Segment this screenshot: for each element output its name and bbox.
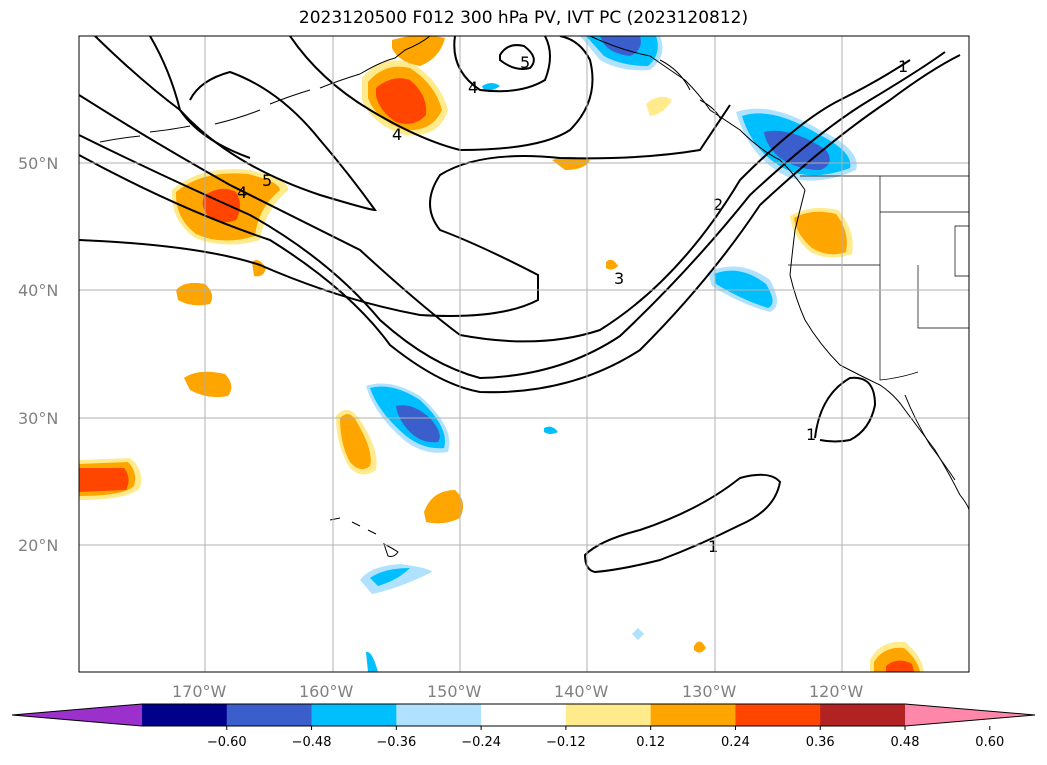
pv-positive-blob bbox=[176, 282, 213, 306]
pv-positive-blob bbox=[340, 414, 371, 470]
longitude-labels: 170°W 160°W 150°W 140°W 130°W 120°W bbox=[172, 682, 864, 701]
colorbar-tick-label: 0.36 bbox=[806, 735, 835, 750]
coastlines bbox=[99, 36, 969, 557]
state-borders bbox=[788, 175, 969, 381]
contour-label: 2 bbox=[713, 195, 723, 214]
pv-positive-blob bbox=[424, 490, 464, 524]
lon-label: 130°W bbox=[682, 682, 737, 701]
pv-negative-blob bbox=[366, 651, 378, 672]
lat-label: 30°N bbox=[18, 409, 58, 428]
pv-positive-blob bbox=[392, 36, 445, 66]
lon-label: 140°W bbox=[554, 682, 609, 701]
colorbar-ticks: −0.60 −0.48 −0.36 −0.24 −0.12 0.12 0.24 0.36 0.4… bbox=[207, 726, 1004, 750]
colorbar-tick-label: 0.12 bbox=[636, 735, 665, 750]
contour-label: 1 bbox=[898, 57, 908, 76]
pv-negative-blob bbox=[632, 628, 644, 640]
colorbar-tick-label: −0.36 bbox=[376, 735, 416, 750]
colorbar-tick-label: −0.24 bbox=[461, 735, 501, 750]
lon-label: 170°W bbox=[172, 682, 227, 701]
pv-negative-blob bbox=[396, 405, 440, 443]
pv-positive-blob bbox=[794, 211, 847, 255]
colorbar-tick-label: 0.24 bbox=[721, 735, 750, 750]
map-title: 2023120500 F012 300 hPa PV, IVT PC (2023… bbox=[298, 8, 749, 28]
colorbar-extend-high bbox=[905, 704, 1035, 726]
lat-label: 40°N bbox=[18, 281, 58, 300]
lon-label: 120°W bbox=[809, 682, 864, 701]
contour-label: 3 bbox=[614, 269, 624, 288]
colorbar-tick-label: −0.60 bbox=[207, 735, 247, 750]
colorbar-segment bbox=[396, 704, 482, 726]
pv-positive-blob bbox=[376, 78, 427, 124]
lon-label: 160°W bbox=[299, 682, 354, 701]
pv-positive-blob bbox=[886, 660, 914, 672]
colorbar bbox=[11, 703, 1036, 727]
contour-label: 5 bbox=[520, 53, 530, 72]
contour-label: 4 bbox=[468, 78, 478, 97]
colorbar-tick-label: 0.60 bbox=[975, 735, 1004, 750]
colorbar-segment bbox=[481, 704, 567, 726]
pv-positive-blob bbox=[646, 96, 672, 116]
colorbar-segment bbox=[311, 704, 397, 726]
pv-positive-blob bbox=[694, 641, 706, 653]
pv-positive-blob bbox=[184, 371, 232, 398]
plot-frame bbox=[78, 35, 970, 673]
contour-label: 4 bbox=[237, 183, 247, 202]
lat-label: 20°N bbox=[18, 536, 58, 555]
plot-area bbox=[79, 36, 969, 672]
colorbar-segment bbox=[142, 704, 228, 726]
colorbar-segment bbox=[226, 704, 313, 726]
lon-label: 150°W bbox=[427, 682, 482, 701]
colorbar-segment bbox=[735, 704, 821, 726]
contour-label: 5 bbox=[262, 171, 272, 190]
pv-negative-blob bbox=[482, 83, 500, 91]
pv-negative-blob bbox=[544, 426, 558, 434]
colorbar-extend-low bbox=[12, 704, 142, 726]
contour-label: 4 bbox=[392, 125, 402, 144]
pv-negative-blob bbox=[764, 130, 830, 170]
colorbar-segment bbox=[820, 704, 906, 726]
colorbar-tick-label: −0.48 bbox=[292, 735, 332, 750]
gridlines bbox=[79, 36, 969, 672]
colorbar-segment bbox=[565, 704, 652, 726]
lat-label: 50°N bbox=[18, 154, 58, 173]
contour-label: 1 bbox=[708, 537, 718, 556]
ivt-contours bbox=[79, 36, 961, 574]
pv-positive-blob bbox=[79, 468, 129, 492]
pv-negative-blob bbox=[714, 270, 773, 308]
latitude-labels: 50°N 40°N 30°N 20°N bbox=[18, 154, 58, 555]
contour-labels: 5 4 4 4 5 3 2 1 1 1 bbox=[237, 53, 908, 556]
colorbar-segment bbox=[650, 704, 736, 726]
contour-label: 1 bbox=[806, 425, 816, 444]
pv-negative-blob bbox=[370, 568, 410, 586]
colorbar-tick-label: 0.48 bbox=[891, 735, 920, 750]
pv-positive-blob bbox=[606, 259, 618, 270]
pv-negative-blob bbox=[360, 564, 432, 594]
colorbar-tick-label: −0.12 bbox=[546, 735, 586, 750]
colorbar-outline bbox=[11, 703, 1036, 727]
